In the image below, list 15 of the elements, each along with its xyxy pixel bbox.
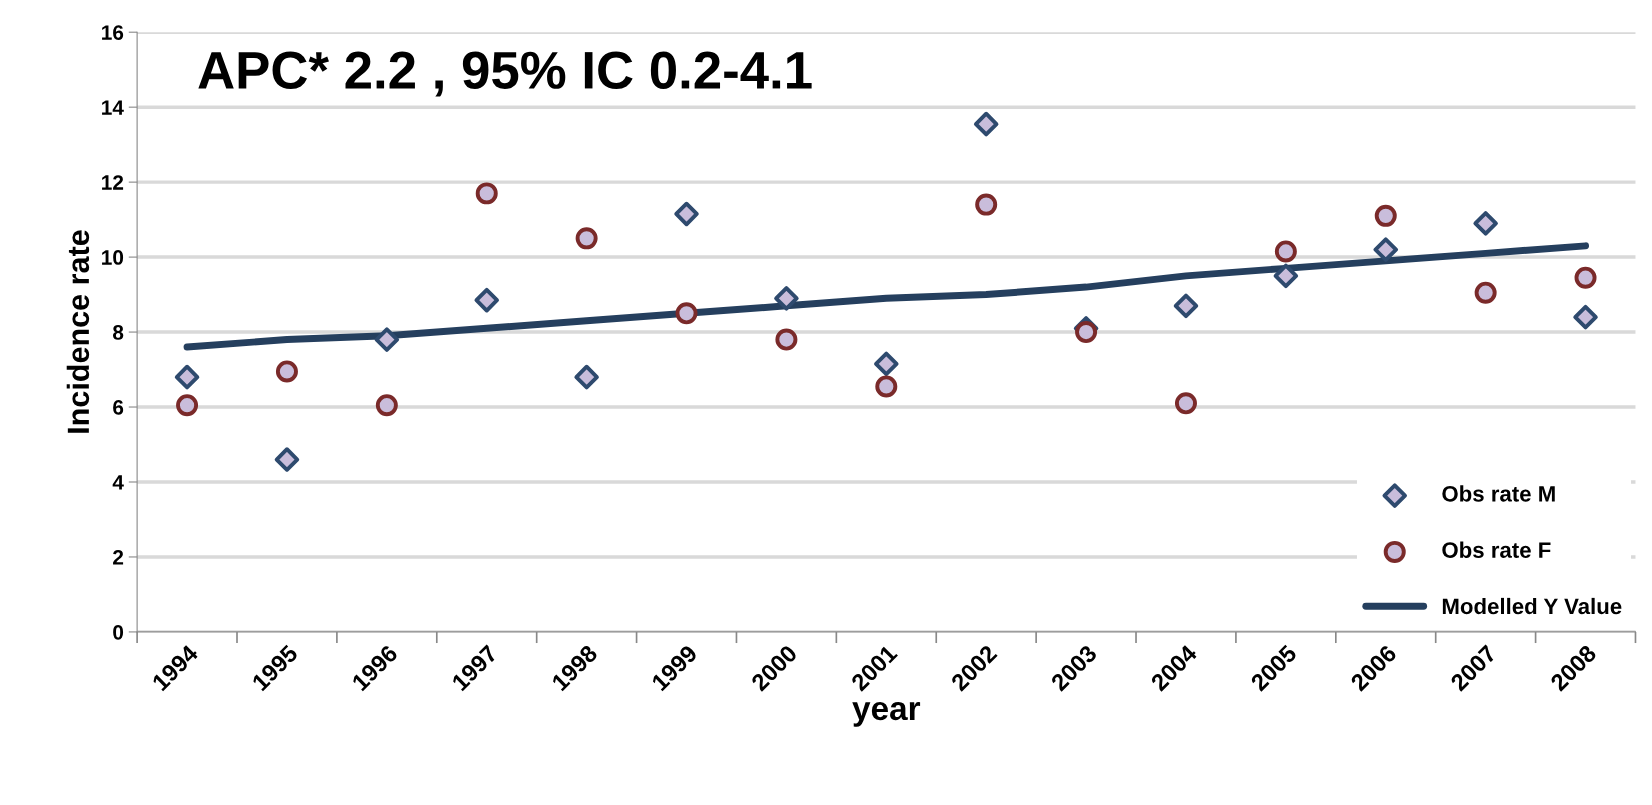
y-tick-label: 4 (112, 475, 124, 490)
y-tick-label: 16 (102, 25, 124, 40)
legend-label: Modelled Y Value (1442, 597, 1622, 615)
legend-label: Obs rate M (1442, 485, 1555, 502)
y-axis-title: Incidence rate (66, 230, 90, 433)
y-tick-label: 10 (102, 250, 124, 265)
y-tick-label: 14 (102, 100, 124, 115)
x-axis-title: year (852, 701, 921, 727)
y-tick-label: 8 (113, 325, 124, 340)
y-tick-label: 6 (113, 400, 124, 415)
y-tick-label: 2 (113, 549, 124, 565)
legend-label: Obs rate F (1442, 541, 1551, 558)
chart-title: APC* 2.2 , 95% IC 0.2-4.1 (198, 51, 812, 97)
y-tick-label: 12 (102, 175, 124, 190)
y-tick-label: 0 (113, 624, 124, 640)
